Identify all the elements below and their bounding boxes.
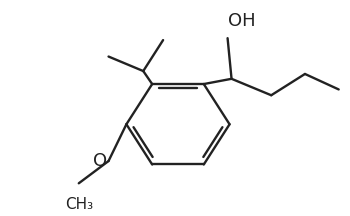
Text: OH: OH	[228, 12, 255, 30]
Text: O: O	[93, 152, 107, 170]
Text: CH₃: CH₃	[65, 197, 93, 212]
